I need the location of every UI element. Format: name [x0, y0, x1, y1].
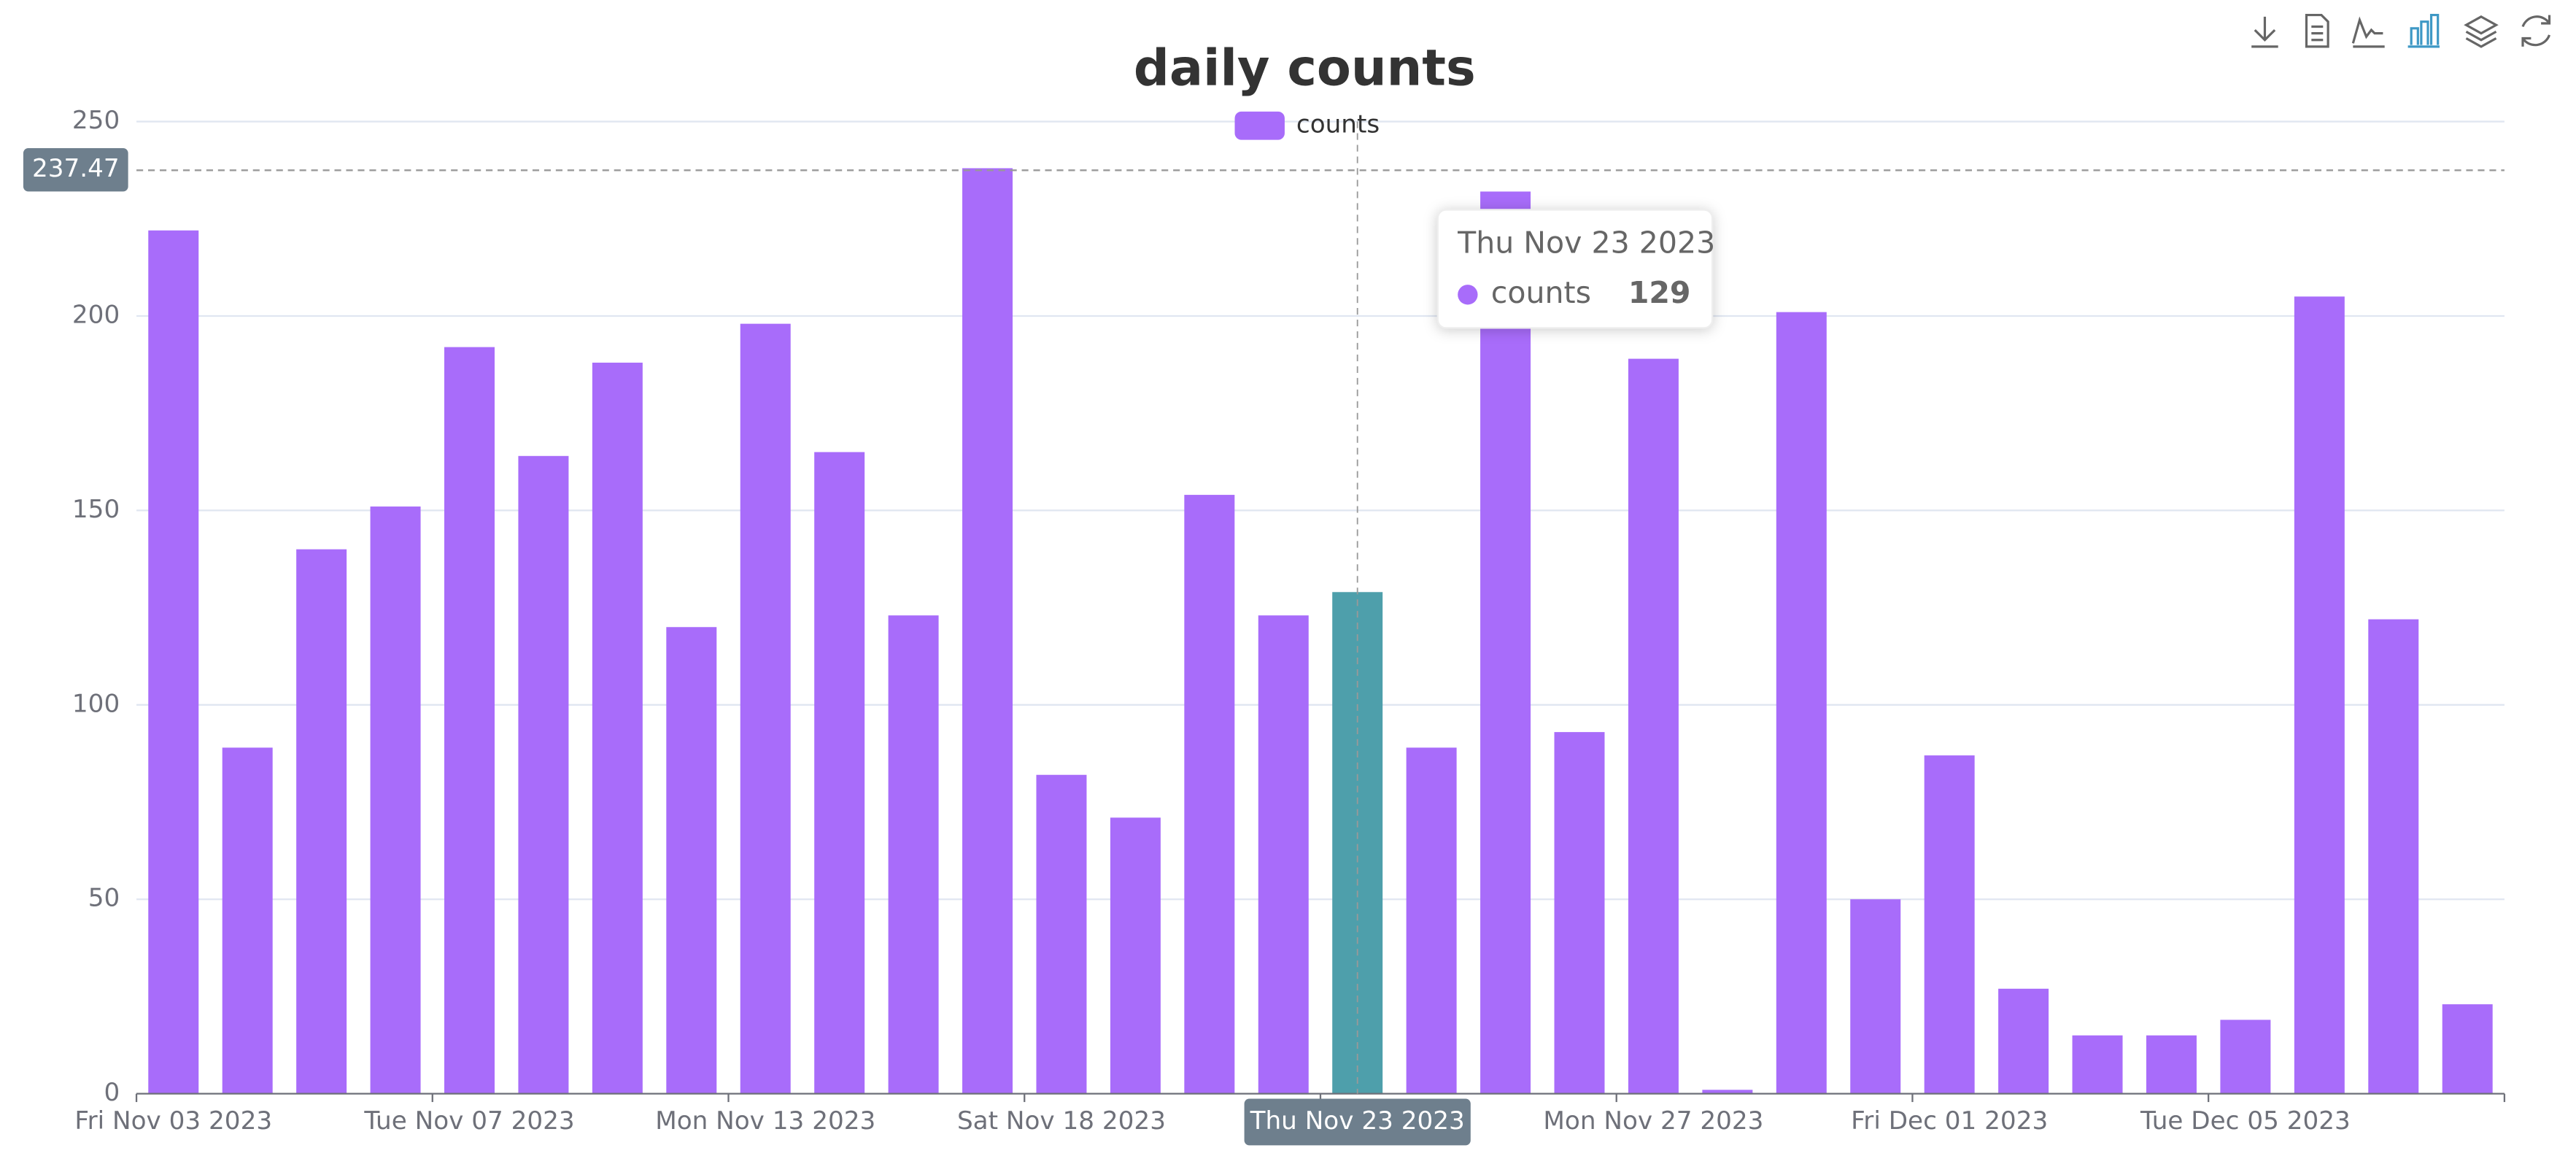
- bar: [1776, 312, 1827, 1094]
- bar: [814, 452, 865, 1094]
- bar: [1628, 358, 1679, 1094]
- tooltip-title: Thu Nov 23 2023: [1457, 225, 1715, 260]
- bar: [1702, 1090, 1753, 1094]
- bar: [1258, 615, 1309, 1094]
- data-view-icon[interactable]: [2305, 13, 2329, 48]
- x-tick-label: Fri Dec 01 2023: [1851, 1106, 2048, 1136]
- bar: [592, 362, 643, 1094]
- bar: [148, 230, 199, 1094]
- bar: [518, 455, 569, 1094]
- chart-title: daily counts: [1134, 39, 1476, 98]
- bar: [370, 506, 421, 1094]
- bar: [2294, 296, 2345, 1094]
- bar: [296, 549, 347, 1094]
- pointer-label-y: 237.47: [32, 154, 120, 183]
- bar: [2442, 1004, 2493, 1094]
- x-tick-label: Sat Nov 18 2023: [957, 1106, 1166, 1136]
- x-tick-label: Tue Nov 07 2023: [363, 1106, 574, 1136]
- bar: [1480, 191, 1531, 1094]
- bar: [1184, 495, 1235, 1094]
- legend-label: counts: [1296, 110, 1380, 139]
- bar: [1998, 988, 2049, 1094]
- restore-icon[interactable]: [2521, 15, 2551, 47]
- bar: [2220, 1020, 2271, 1094]
- bar: [222, 747, 273, 1094]
- line-icon[interactable]: [2351, 16, 2385, 48]
- toolbox[interactable]: [2251, 13, 2551, 48]
- tooltip-box: [1436, 209, 1714, 329]
- pointer-label-box-y: [23, 148, 128, 192]
- bar: [962, 168, 1013, 1094]
- pointer-label-x: Thu Nov 23 2023: [1250, 1106, 1465, 1136]
- x-tick-label: Tue Dec 05 2023: [2140, 1106, 2351, 1136]
- bar: [1554, 732, 1605, 1094]
- bar: [1036, 774, 1087, 1094]
- tooltip-value: 129: [1628, 275, 1691, 310]
- bar: [740, 323, 791, 1094]
- bar: [1110, 817, 1161, 1094]
- x-tick-label: Fri Nov 03 2023: [74, 1106, 272, 1136]
- tooltip-series: counts: [1491, 275, 1591, 310]
- x-tick-label: Mon Nov 27 2023: [1543, 1106, 1763, 1136]
- bar: [1924, 755, 1975, 1094]
- bar: [1850, 899, 1901, 1094]
- stack-icon[interactable]: [2464, 15, 2499, 48]
- bar: [2072, 1035, 2123, 1094]
- y-tick-label: 200: [72, 300, 120, 329]
- bar: [444, 347, 495, 1094]
- tooltip: Thu Nov 23 2023 counts 129: [1436, 209, 1715, 329]
- x-tick-label: Mon Nov 13 2023: [655, 1106, 875, 1136]
- bar: [2368, 619, 2419, 1094]
- y-tick-label: 0: [104, 1078, 120, 1107]
- download-icon[interactable]: [2251, 16, 2278, 48]
- legend-swatch: [1234, 111, 1285, 140]
- y-tick-label: 100: [72, 689, 120, 718]
- bar-icon[interactable]: [2407, 13, 2440, 48]
- pointer-label-box-x: [1244, 1098, 1471, 1146]
- y-tick-label: 250: [72, 106, 120, 135]
- bar: [888, 615, 939, 1094]
- bar: [1406, 747, 1457, 1094]
- tooltip-marker: [1458, 285, 1478, 305]
- bar: [2146, 1035, 2197, 1094]
- bar: [666, 627, 717, 1094]
- y-tick-label: 50: [88, 884, 120, 913]
- y-tick-label: 150: [72, 495, 120, 524]
- bar: [1332, 592, 1383, 1094]
